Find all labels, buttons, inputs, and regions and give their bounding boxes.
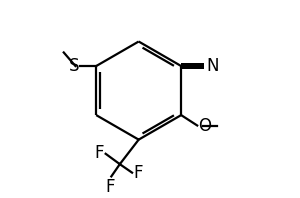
Text: N: N bbox=[206, 57, 219, 75]
Text: F: F bbox=[106, 178, 115, 196]
Text: F: F bbox=[134, 164, 143, 182]
Text: S: S bbox=[69, 57, 79, 75]
Text: O: O bbox=[198, 117, 211, 135]
Text: F: F bbox=[94, 144, 104, 162]
